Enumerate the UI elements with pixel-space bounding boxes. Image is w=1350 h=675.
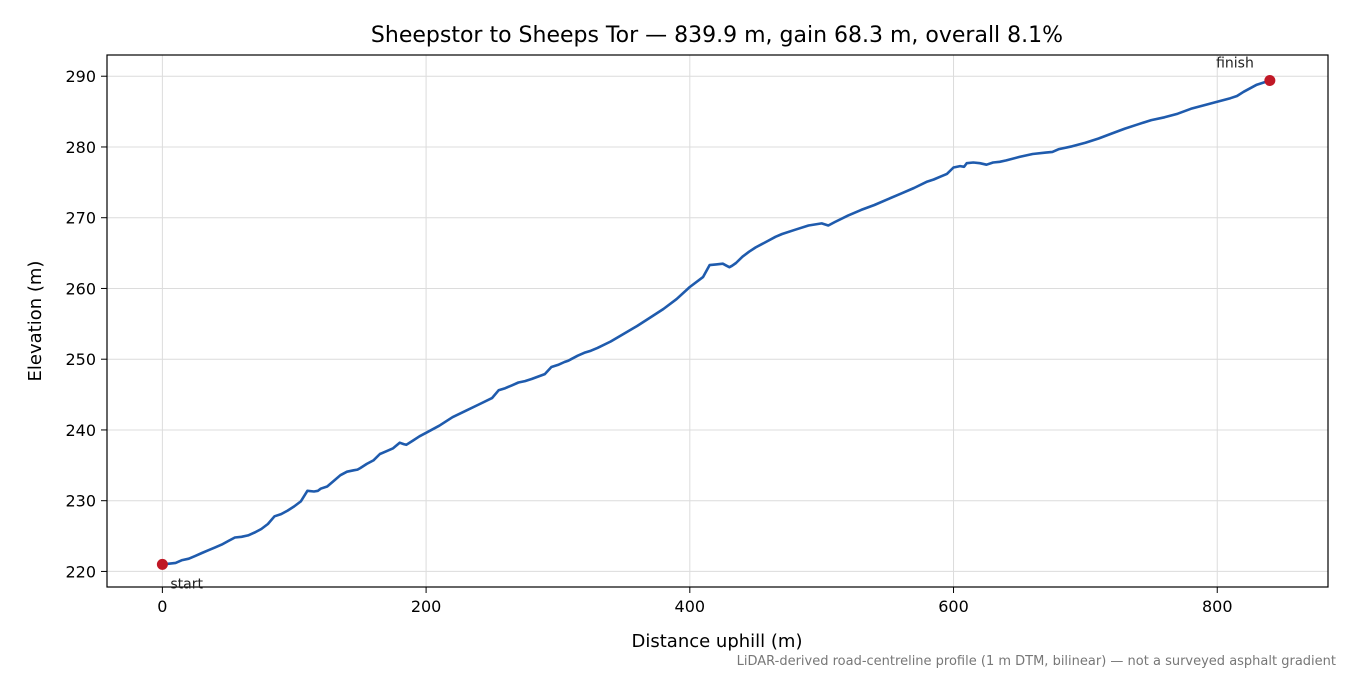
y-tick-label: 280 [65,138,96,157]
chart-title: Sheepstor to Sheeps Tor — 839.9 m, gain … [371,23,1063,48]
y-tick-label: 240 [65,421,96,440]
start-annotation: start [170,576,203,592]
finish-marker [1264,74,1276,86]
x-tick-label: 400 [675,597,706,616]
y-tick-label: 260 [65,279,96,298]
x-tick-label: 200 [411,597,442,616]
finish-annotation: finish [1216,55,1254,71]
x-tick-label: 800 [1202,597,1233,616]
y-tick-label: 230 [65,492,96,511]
x-tick-label: 600 [938,597,969,616]
y-axis-label: Elevation (m) [25,261,46,382]
x-axis-label: Distance uphill (m) [632,631,803,652]
elevation-series-line [162,79,1271,566]
source-note: LiDAR-derived road-centreline profile (1… [737,654,1336,669]
y-tick-label: 220 [65,562,96,581]
x-tick-label: 0 [157,597,167,616]
gridlines [107,55,1328,587]
axis-ticks: 0 200 400 600 800 220 230 240 250 260 270 280 290 [65,67,1232,616]
start-marker [156,558,168,570]
y-tick-label: 270 [65,209,96,228]
y-tick-label: 290 [65,67,96,86]
plot-frame [106,54,1329,588]
y-tick-label: 250 [65,350,96,369]
